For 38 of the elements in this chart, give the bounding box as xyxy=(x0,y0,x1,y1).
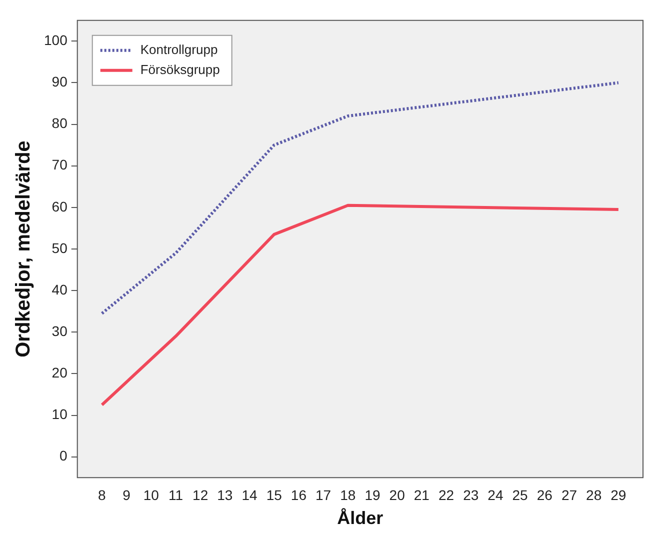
x-tick-label: 23 xyxy=(463,486,479,503)
y-axis-title: Ordkedjor, medelvärde xyxy=(12,140,35,358)
y-tick-label: 20 xyxy=(52,364,68,381)
x-tick-label: 12 xyxy=(192,486,208,503)
legend-label: Kontrollgrupp xyxy=(140,42,218,57)
y-tick-label: 10 xyxy=(52,406,68,422)
x-tick-label: 24 xyxy=(488,486,504,503)
x-tick-label: 29 xyxy=(610,486,626,503)
y-tick-label: 70 xyxy=(52,156,68,173)
x-tick-label: 20 xyxy=(389,486,406,503)
x-tick-label: 11 xyxy=(168,486,184,503)
y-tick-label: 100 xyxy=(44,32,68,48)
x-tick-label: 27 xyxy=(561,486,578,503)
x-tick-label: 9 xyxy=(122,486,131,503)
y-tick-label: 0 xyxy=(60,448,68,464)
x-tick-label: 14 xyxy=(242,486,258,503)
x-tick-label: 26 xyxy=(536,486,553,503)
line-series xyxy=(100,81,620,315)
x-tick-label: 18 xyxy=(340,486,356,503)
x-tick-label: 19 xyxy=(364,486,380,503)
x-tick-label: 15 xyxy=(266,486,282,503)
x-tick-label: 16 xyxy=(290,486,307,503)
x-tick-label: 21 xyxy=(414,486,430,503)
y-tick-label: 80 xyxy=(52,115,68,132)
x-tick-label: 28 xyxy=(586,486,602,503)
x-tick-label: 17 xyxy=(316,486,332,503)
y-tick-label: 40 xyxy=(52,281,68,298)
legend-label: Försöksgrupp xyxy=(140,62,220,77)
x-tick-label: 8 xyxy=(98,486,106,503)
y-tick-label: 90 xyxy=(52,74,68,90)
y-tick-label: 30 xyxy=(52,322,68,339)
y-tick-label: 60 xyxy=(52,198,68,214)
x-axis-title: Ålder xyxy=(337,508,384,528)
y-tick-label: 50 xyxy=(52,240,68,256)
x-tick-label: 22 xyxy=(438,486,454,503)
x-tick-label: 25 xyxy=(512,486,528,503)
x-tick-label: 13 xyxy=(217,486,233,503)
x-tick-label: 10 xyxy=(143,486,160,503)
